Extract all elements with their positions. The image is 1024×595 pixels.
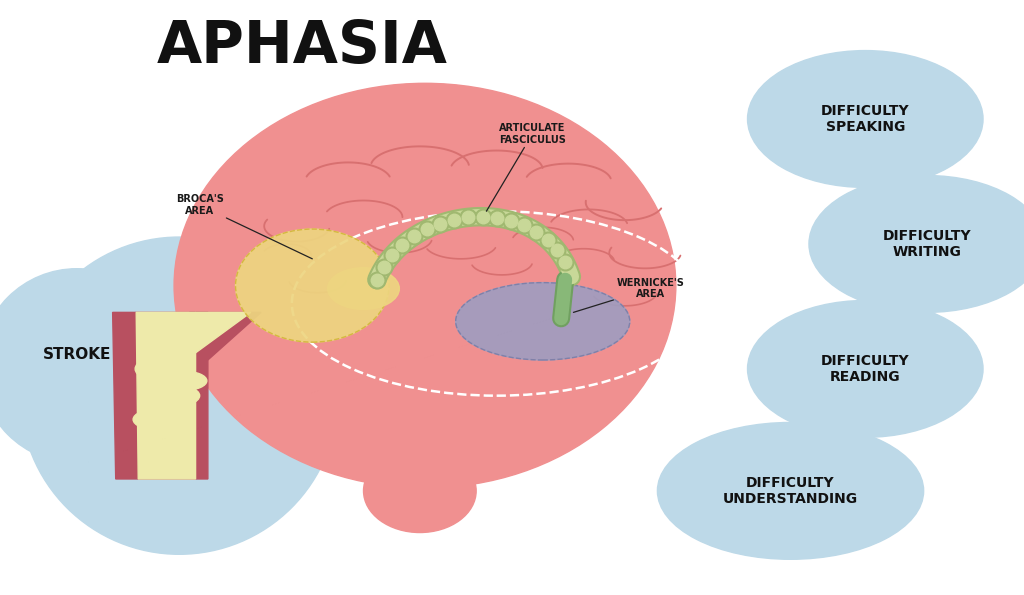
Text: DIFFICULTY
UNDERSTANDING: DIFFICULTY UNDERSTANDING [723,476,858,506]
Polygon shape [196,312,251,353]
Ellipse shape [133,409,184,430]
Polygon shape [189,312,261,360]
Ellipse shape [748,300,983,437]
Ellipse shape [364,449,476,533]
Text: DIFFICULTY
WRITING: DIFFICULTY WRITING [883,229,971,259]
Ellipse shape [162,371,207,390]
Text: APHASIA: APHASIA [157,18,447,75]
Ellipse shape [156,349,193,365]
Text: STROKE: STROKE [43,346,111,362]
Ellipse shape [748,51,983,187]
Ellipse shape [236,229,389,342]
Text: BROCA'S
AREA: BROCA'S AREA [176,195,312,259]
Ellipse shape [135,356,193,382]
Polygon shape [136,312,196,479]
Text: DIFFICULTY
READING: DIFFICULTY READING [821,354,909,384]
Ellipse shape [138,384,200,408]
Ellipse shape [20,237,338,555]
Ellipse shape [328,268,399,309]
Ellipse shape [0,269,174,463]
Text: WERNICKE'S
AREA: WERNICKE'S AREA [573,278,684,312]
Ellipse shape [809,176,1024,312]
Text: ARTICULATE
FASCICULUS: ARTICULATE FASCICULUS [486,123,566,211]
Ellipse shape [657,422,924,559]
Ellipse shape [456,283,630,360]
Ellipse shape [174,83,676,488]
Polygon shape [113,312,208,479]
Text: DIFFICULTY
SPEAKING: DIFFICULTY SPEAKING [821,104,909,134]
